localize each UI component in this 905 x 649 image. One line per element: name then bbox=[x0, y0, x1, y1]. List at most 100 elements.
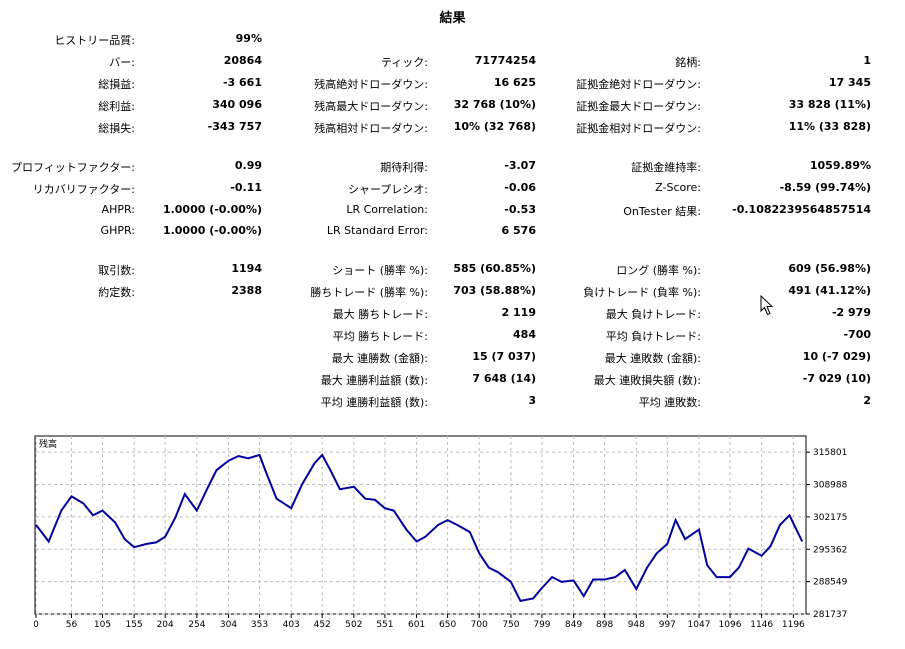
stat-label: シャープレシオ: bbox=[347, 183, 428, 196]
stat-label: 証拠金最大ドローダウン: bbox=[576, 100, 701, 113]
stat-label: 総利益: bbox=[98, 100, 135, 113]
x-tick-label: 601 bbox=[408, 620, 425, 627]
stat-label: 最大 負けトレード: bbox=[605, 308, 701, 321]
stat-value: 2 bbox=[863, 394, 871, 407]
stat-label: 総損益: bbox=[98, 78, 135, 91]
stat-value: 1.0000 (-0.00%) bbox=[162, 224, 262, 237]
stat-value: 585 (60.85%) bbox=[453, 262, 536, 275]
y-tick-label: 288549 bbox=[813, 578, 848, 588]
balance-line bbox=[35, 453, 804, 603]
x-tick-label: 0 bbox=[34, 620, 39, 627]
stat-label: OnTester 結果: bbox=[623, 205, 701, 218]
stat-value: -7 029 (10) bbox=[802, 372, 871, 385]
x-tick-label: 700 bbox=[471, 620, 488, 627]
stat-label: 取引数: bbox=[98, 264, 135, 277]
x-tick-label: 799 bbox=[533, 620, 550, 627]
x-tick-label: 948 bbox=[628, 620, 645, 627]
balance-chart: 315801 308988 302175 295362 288549 281737 0 56… bbox=[34, 435, 848, 627]
stat-label: ロング (勝率 %): bbox=[616, 264, 701, 277]
x-tick-label: 551 bbox=[376, 620, 393, 627]
y-tick-label: 295362 bbox=[813, 545, 847, 555]
y-tick-label: 308988 bbox=[813, 481, 848, 491]
stat-value: -0.06 bbox=[504, 181, 536, 194]
x-tick-label: 502 bbox=[345, 620, 362, 627]
stat-value: 10 (-7 029) bbox=[802, 350, 871, 363]
x-tick-label: 997 bbox=[659, 620, 676, 627]
stat-value: 340 096 bbox=[212, 98, 262, 111]
stat-label: 銘柄: bbox=[675, 56, 701, 69]
stat-value: -0.53 bbox=[504, 203, 536, 216]
x-tick-label: 1047 bbox=[688, 620, 711, 627]
x-tick-label: 650 bbox=[439, 620, 456, 627]
x-tick-label: 105 bbox=[94, 620, 111, 627]
stat-label: 平均 連勝利益額 (数): bbox=[320, 396, 428, 409]
stat-value: 71774254 bbox=[474, 54, 536, 67]
x-tick-label: 403 bbox=[283, 620, 300, 627]
chart-grid bbox=[35, 436, 806, 615]
stat-label: ティック: bbox=[380, 56, 428, 69]
stat-value: 32 768 (10%) bbox=[453, 98, 536, 111]
stat-value: -343 757 bbox=[207, 120, 262, 133]
x-tick-label: 353 bbox=[251, 620, 268, 627]
stat-label: リカバリファクター: bbox=[32, 183, 135, 196]
stat-value: -3 661 bbox=[222, 76, 262, 89]
stat-label: 証拠金相対ドローダウン: bbox=[576, 122, 701, 135]
stat-value: 10% (32 768) bbox=[453, 120, 536, 133]
stat-label: 勝ちトレード (勝率 %): bbox=[310, 286, 428, 299]
stat-value: 15 (7 037) bbox=[472, 350, 536, 363]
stat-value: 1 bbox=[863, 54, 871, 67]
stat-label: 証拠金維持率: bbox=[631, 161, 701, 174]
stat-value: -700 bbox=[843, 328, 871, 341]
stat-value: 33 828 (11%) bbox=[788, 98, 871, 111]
stat-label: 証拠金絶対ドローダウン: bbox=[576, 78, 701, 91]
stat-label: 最大 連勝数 (金額): bbox=[331, 352, 428, 365]
x-tick-label: 1146 bbox=[750, 620, 773, 627]
stat-label: 残高最大ドローダウン: bbox=[314, 100, 428, 113]
y-tick-label: 302175 bbox=[813, 513, 847, 523]
stat-label: 平均 勝ちトレード: bbox=[332, 330, 428, 343]
stat-label: 最大 勝ちトレード: bbox=[332, 308, 428, 321]
stat-label: 約定数: bbox=[98, 286, 135, 299]
stat-label: 平均 連敗数: bbox=[638, 396, 701, 409]
stat-value: -8.59 (99.74%) bbox=[779, 181, 871, 194]
x-tick-label: 304 bbox=[220, 620, 237, 627]
stat-value: 703 (58.88%) bbox=[453, 284, 536, 297]
stat-value: 16 625 bbox=[493, 76, 536, 89]
stat-label: 平均 負けトレード: bbox=[605, 330, 701, 343]
stat-value: 6 576 bbox=[501, 224, 536, 237]
stat-value: 1194 bbox=[231, 262, 262, 275]
y-axis-ticks: 315801 308988 302175 295362 288549 281737 bbox=[806, 448, 848, 620]
stat-value: -3.07 bbox=[504, 159, 536, 172]
x-axis-ticks: 0 56 105 155 204 254 304 353 403 452 502 551 601 650 7… bbox=[34, 614, 805, 627]
x-tick-label: 452 bbox=[314, 620, 331, 627]
y-tick-label: 315801 bbox=[813, 448, 847, 458]
mouse-cursor-icon bbox=[760, 295, 774, 316]
stat-value: 484 bbox=[513, 328, 536, 341]
stat-value: -0.1082239564857514 bbox=[732, 203, 871, 216]
stat-label: 残高絶対ドローダウン: bbox=[314, 78, 428, 91]
stat-label: 残高相対ドローダウン: bbox=[314, 122, 428, 135]
stat-label: GHPR: bbox=[100, 224, 135, 237]
stat-label: ショート (勝率 %): bbox=[332, 264, 428, 277]
stat-label: 期待利得: bbox=[380, 161, 428, 174]
stat-label: 総損失: bbox=[98, 122, 135, 135]
stat-label: Z-Score: bbox=[655, 181, 701, 194]
stat-value: 491 (41.12%) bbox=[788, 284, 871, 297]
stat-value: 17 345 bbox=[828, 76, 871, 89]
stat-value: 20864 bbox=[223, 54, 262, 67]
report-title: 結果 bbox=[439, 11, 466, 26]
stat-label: 最大 連勝利益額 (数): bbox=[320, 374, 428, 387]
stat-value: -0.11 bbox=[230, 181, 262, 194]
x-tick-label: 898 bbox=[596, 620, 613, 627]
stat-value: 1.0000 (-0.00%) bbox=[162, 203, 262, 216]
x-tick-label: 254 bbox=[188, 620, 205, 627]
stat-label: ヒストリー品質: bbox=[54, 34, 135, 47]
y-tick-label: 281737 bbox=[813, 610, 847, 620]
stat-label: LR Standard Error: bbox=[326, 224, 428, 237]
x-tick-label: 155 bbox=[126, 620, 143, 627]
x-tick-label: 750 bbox=[502, 620, 519, 627]
stat-label: AHPR: bbox=[101, 203, 135, 216]
stat-label: バー: bbox=[109, 56, 135, 69]
x-tick-label: 204 bbox=[157, 620, 174, 627]
x-tick-label: 56 bbox=[66, 620, 78, 627]
